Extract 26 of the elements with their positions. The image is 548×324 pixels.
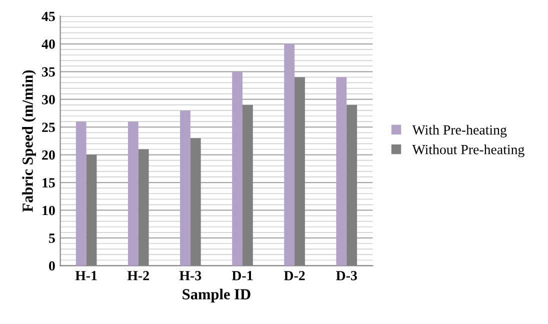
y-tick-label: 5 xyxy=(49,234,55,243)
bar xyxy=(336,77,347,266)
y-tick-label: 45 xyxy=(42,12,55,22)
legend-label: Without Pre-heating xyxy=(412,144,524,158)
y-tick-label: 15 xyxy=(42,178,55,188)
y-tick-label: 35 xyxy=(42,67,55,77)
x-tick-label: H-1 xyxy=(75,271,97,280)
x-tick-label: H-2 xyxy=(127,270,149,280)
bar xyxy=(76,122,86,266)
x-tick-label: D-2 xyxy=(284,270,305,280)
y-tick-label: 30 xyxy=(42,94,55,104)
x-axis-title: Sample ID xyxy=(182,288,250,303)
legend-label: With Pre-heating xyxy=(412,124,507,138)
bar xyxy=(284,44,295,266)
x-tick-label: D-1 xyxy=(232,271,253,280)
bar xyxy=(128,122,138,266)
x-tick-label: D-3 xyxy=(336,270,357,280)
y-tick-label: 25 xyxy=(42,122,55,132)
y-tick-label: 20 xyxy=(42,150,55,160)
y-tick-label: 0 xyxy=(49,261,55,271)
y-tick-label: 10 xyxy=(42,206,55,216)
y-tick-label: 40 xyxy=(42,40,55,49)
y-axis-title: Fabric Speed (m/min) xyxy=(22,70,36,212)
x-tick-label: H-3 xyxy=(179,270,202,280)
bar xyxy=(232,72,242,266)
bar xyxy=(180,110,190,266)
